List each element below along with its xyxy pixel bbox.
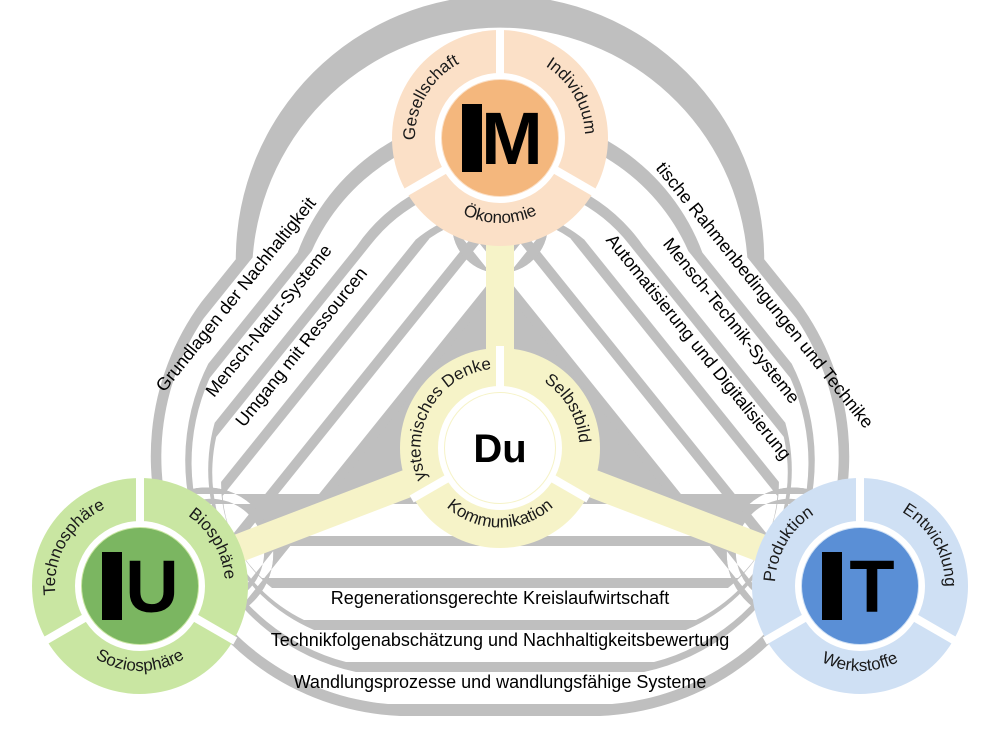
center-label: Du <box>473 427 526 471</box>
edge-label-bottom-inner: Regenerationsgerechte Kreislaufwirtschaf… <box>331 588 669 608</box>
mut-triangle-diagram: IndividuumÖkonomieGesellschaftMMenschSoz… <box>0 0 1000 732</box>
node-letter-top: M <box>481 97 543 180</box>
edge-label-bottom-outer: Wandlungsprozesse und wandlungsfähige Sy… <box>294 672 707 692</box>
edge-label-bottom-mid: Technikfolgenabschätzung und Nachhaltigk… <box>271 630 730 650</box>
node-letter-right: T <box>849 545 894 628</box>
node-letter-left: U <box>125 545 178 628</box>
